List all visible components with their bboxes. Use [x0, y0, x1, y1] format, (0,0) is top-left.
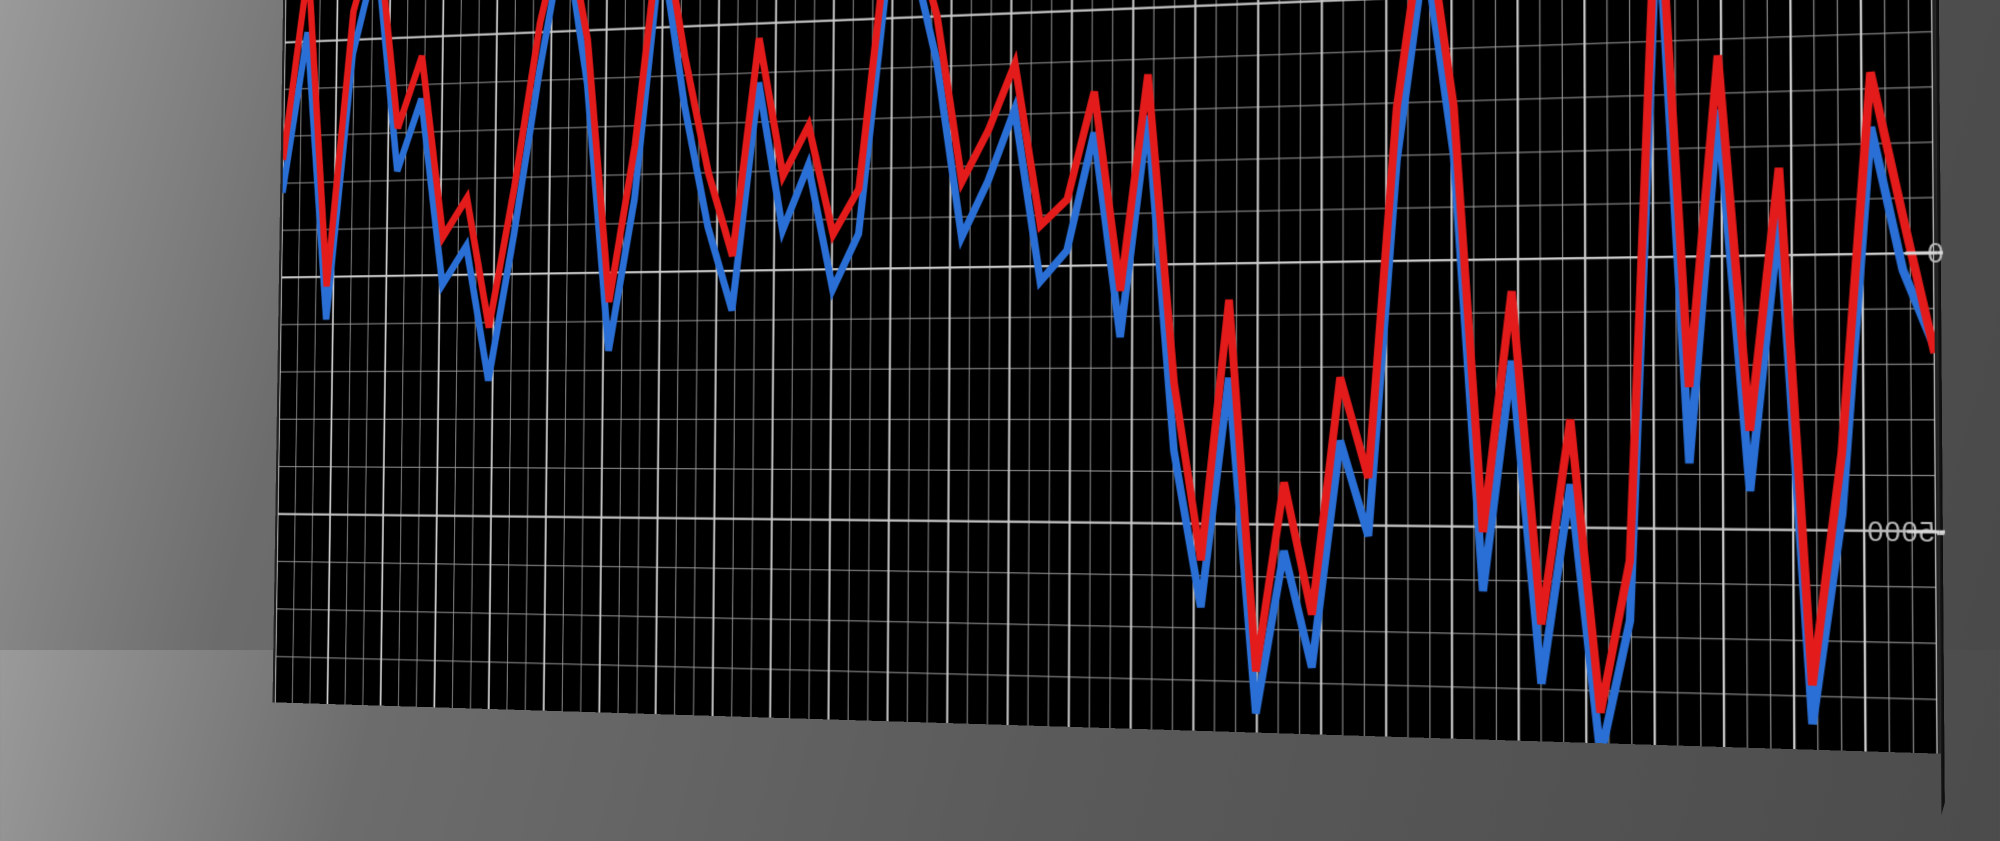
- y-axis: 50000-5000-10000: [1809, 0, 1947, 812]
- series-group: [275, 0, 1938, 767]
- x-tick-label: 2012: [339, 735, 379, 761]
- chart-panel-3d: 50000-5000-10000 2012: [272, 0, 1942, 815]
- chart-scene: 50000-5000-10000 2012: [0, 0, 2000, 650]
- panel-front: 50000-5000-10000 2012: [272, 0, 1942, 815]
- line-chart: [274, 0, 1938, 812]
- y-tick-label: -5000: [1866, 514, 1945, 549]
